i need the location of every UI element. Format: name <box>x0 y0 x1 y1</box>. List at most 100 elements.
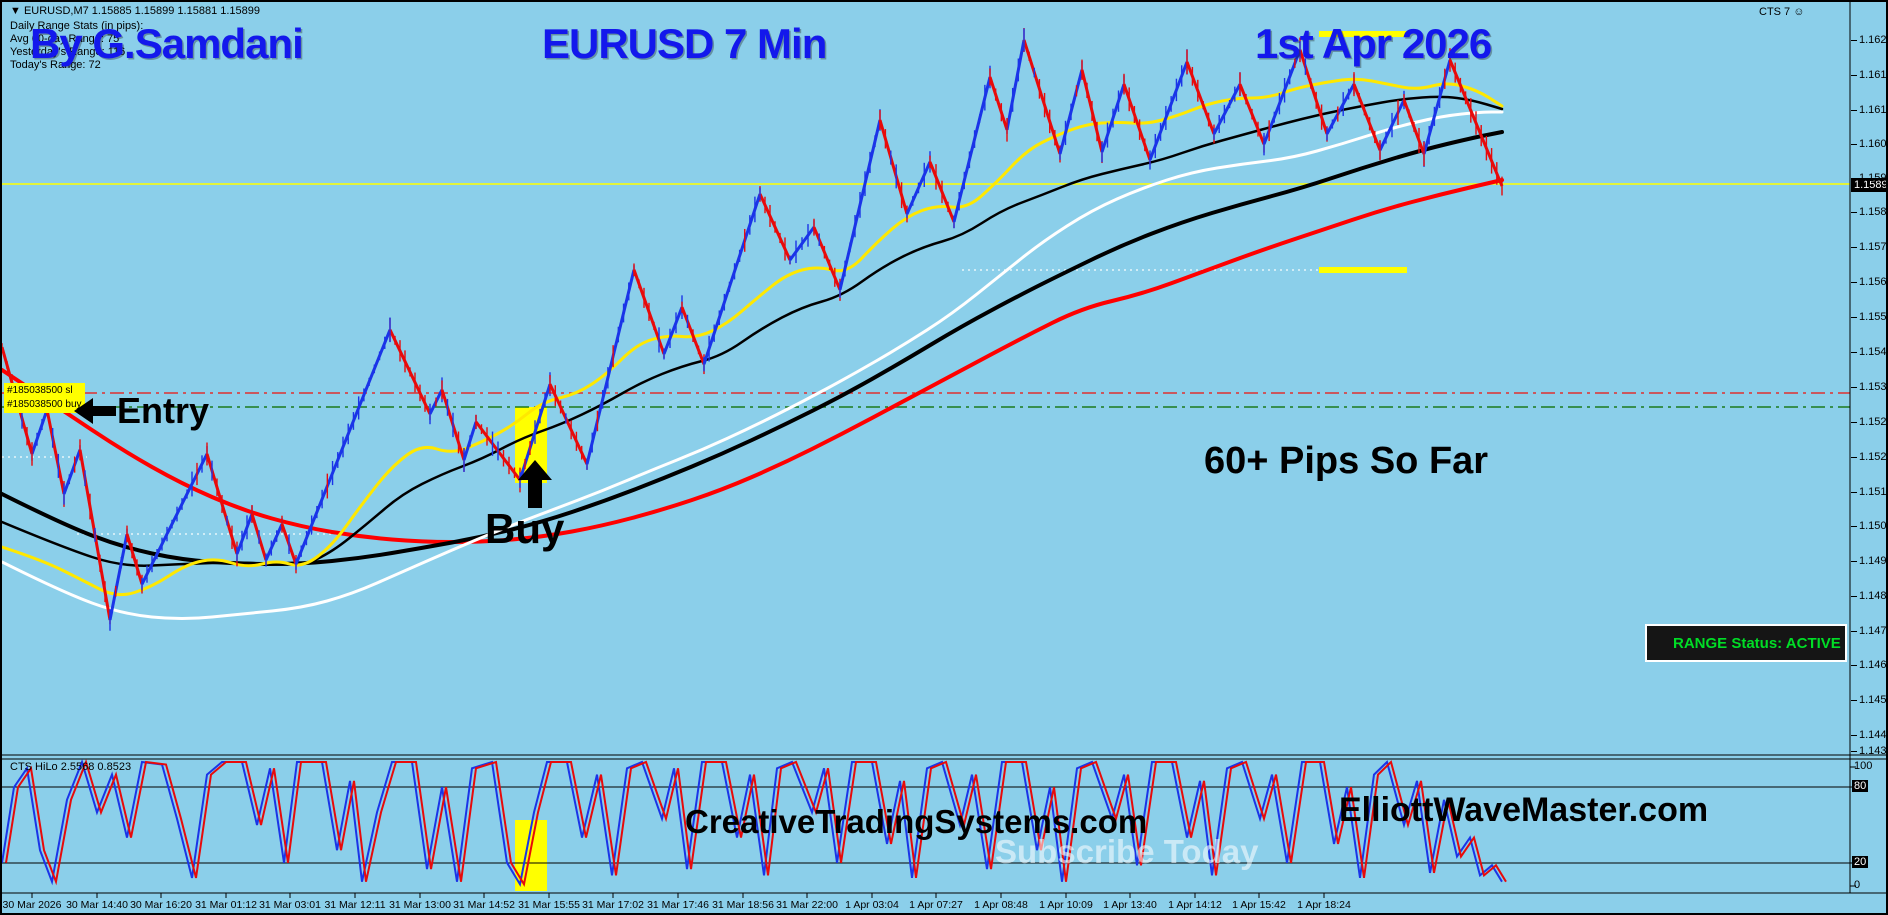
price-axis-tick <box>1851 387 1857 388</box>
stats-avg-range: Avg 60-day Range: 75 <box>10 33 120 45</box>
price-axis-tick <box>1851 110 1857 111</box>
price-axis-tick <box>1851 457 1857 458</box>
order-labels-box: #185038500 sl #185038500 buy <box>4 383 85 413</box>
range-status-text: RANGE Status: ACTIVE <box>1673 634 1841 652</box>
watermark-right: ElliottWaveMaster.com <box>1339 791 1709 829</box>
time-axis-label: 1 Apr 10:09 <box>1039 899 1093 911</box>
entry-annotation: Entry <box>117 390 210 431</box>
price-axis-label: 1.15200 <box>1859 451 1887 463</box>
price-axis-tick <box>1851 317 1857 318</box>
price-axis-tick <box>1851 526 1857 527</box>
author-heading: By G.Samdani <box>30 20 304 67</box>
buy-arrow-icon <box>518 460 552 508</box>
stats-today-range: Today's Range: 72 <box>10 59 101 71</box>
time-axis-label: 31 Mar 12:11 <box>324 899 386 911</box>
price-axis-label: 1.14570 <box>1859 694 1887 706</box>
price-axis-tick <box>1851 596 1857 597</box>
price-axis-tick <box>1851 751 1857 752</box>
price-axis-label: 1.16100 <box>1859 104 1887 116</box>
price-axis-tick <box>1851 700 1857 701</box>
time-axis-label: 1 Apr 03:04 <box>845 899 899 911</box>
time-axis-label: 1 Apr 08:48 <box>974 899 1028 911</box>
price-axis-tick <box>1851 422 1857 423</box>
price-axis-label: 1.16190 <box>1859 69 1887 81</box>
price-axis-label: 1.15830 <box>1859 206 1887 218</box>
price-axis-label: 1.15110 <box>1859 486 1886 498</box>
price-axis-tick <box>1851 282 1857 283</box>
price-axis-label: 1.15560 <box>1859 311 1887 323</box>
time-axis-label: 31 Mar 17:02 <box>582 899 644 911</box>
chart-dropdown-icon[interactable]: ▼ <box>10 5 21 17</box>
indicator-scale-label: 20 <box>1852 856 1869 868</box>
price-axis-tick <box>1851 492 1857 493</box>
indicator-scale-label: 80 <box>1852 780 1869 792</box>
cts-badge: CTS 7 ☺ <box>1759 6 1804 18</box>
chart-title-heading: EURUSD 7 Min <box>542 20 827 67</box>
price-axis-label: 1.15290 <box>1859 416 1887 428</box>
indicator-scale-label: 0 <box>1854 879 1861 891</box>
cts-badge-text: CTS 7 <box>1759 6 1791 18</box>
stats-title: Daily Range Stats (in pips): <box>10 20 144 32</box>
price-axis-label: 1.15470 <box>1859 346 1887 358</box>
price-axis-label: 1.14930 <box>1859 555 1887 567</box>
price-axis-label: 1.15920 <box>1859 172 1887 184</box>
price-axis-tick <box>1851 352 1857 353</box>
order-buy-label: #185038500 buy <box>7 399 82 410</box>
watermark-subscribe: Subscribe Today <box>995 833 1259 870</box>
time-axis-label: 31 Mar 15:55 <box>518 899 580 911</box>
price-axis-tick <box>1851 735 1857 736</box>
daily-range-stats: Daily Range Stats (in pips): Avg 60-day … <box>10 20 143 72</box>
time-axis-label: 31 Mar 14:52 <box>453 899 515 911</box>
time-axis-label: 31 Mar 03:01 <box>259 899 321 911</box>
time-axis-label: 31 Mar 01:12 <box>195 899 257 911</box>
time-axis-label: 30 Mar 16:20 <box>130 899 192 911</box>
price-axis-tick <box>1851 212 1857 213</box>
indicator-name-label: CTS HiLo 2.5568 0.8523 <box>10 761 132 773</box>
price-axis-tick <box>1851 40 1857 41</box>
smiley-icon: ☺ <box>1793 6 1805 18</box>
price-axis-label: 1.16280 <box>1859 34 1887 46</box>
time-axis-label: 1 Apr 18:24 <box>1297 899 1351 911</box>
time-axis-label: 30 Mar 2026 <box>2 899 62 911</box>
time-axis-label: 31 Mar 22:00 <box>776 899 838 911</box>
symbol-ohlc-text: EURUSD,M7 1.15885 1.15899 1.15881 1.1589… <box>23 5 261 17</box>
time-axis-label: 31 Mar 17:46 <box>647 899 709 911</box>
range-status-box: RANGE Status: ACTIVE <box>1645 624 1847 662</box>
time-axis-label: 1 Apr 13:40 <box>1103 899 1157 911</box>
date-heading: 1st Apr 2026 <box>1255 20 1492 67</box>
current-price-tag: 1.15899 <box>1851 178 1886 192</box>
price-axis-label: 1.14480 <box>1859 729 1887 741</box>
pips-annotation: 60+ Pips So Far <box>1204 440 1489 482</box>
price-axis-label: 1.14750 <box>1859 625 1887 637</box>
entry-arrow-icon <box>74 398 116 424</box>
time-axis-label: 1 Apr 15:42 <box>1232 899 1286 911</box>
watermark-center: CreativeTradingSystems.com <box>685 803 1148 840</box>
time-axis-label: 30 Mar 14:40 <box>66 899 128 911</box>
time-axis-label: 31 Mar 13:00 <box>389 899 451 911</box>
price-axis-tick <box>1851 631 1857 632</box>
price-axis-label: 1.16010 <box>1859 138 1887 150</box>
price-axis-tick <box>1851 178 1857 179</box>
order-sl-label: #185038500 sl <box>7 385 73 396</box>
time-axis-label: 31 Mar 18:56 <box>712 899 774 911</box>
price-axis-tick <box>1851 144 1857 145</box>
price-axis-label: 1.15650 <box>1859 276 1887 288</box>
price-axis-label: 1.14840 <box>1859 590 1887 602</box>
price-axis-label: 1.15740 <box>1859 241 1887 253</box>
indicator-scale-label: 100 <box>1854 760 1873 772</box>
buy-annotation: Buy <box>485 505 565 552</box>
price-axis-label: 1.15380 <box>1859 381 1887 393</box>
price-axis-tick <box>1851 561 1857 562</box>
price-axis-label: 1.15020 <box>1859 520 1887 532</box>
price-axis-tick <box>1851 247 1857 248</box>
time-axis-label: 1 Apr 14:12 <box>1168 899 1222 911</box>
time-axis-label: 1 Apr 07:27 <box>909 899 963 911</box>
price-axis-tick <box>1851 665 1857 666</box>
price-axis-tick <box>1851 75 1857 76</box>
symbol-ohlc-line: ▼ EURUSD,M7 1.15885 1.15899 1.15881 1.15… <box>10 5 260 17</box>
price-axis-label: 1.14660 <box>1859 659 1887 671</box>
stats-yesterday-range: Yesterday's Range: 116 <box>10 46 126 58</box>
price-axis-label: 1.14390 <box>1859 745 1887 757</box>
